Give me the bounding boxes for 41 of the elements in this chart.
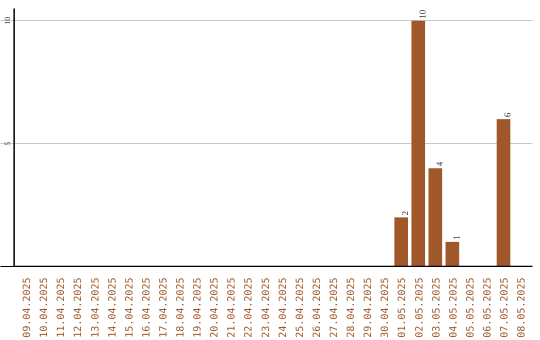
data-label: 1 xyxy=(451,235,462,240)
x-tick-label: 05.05.2025 xyxy=(465,277,476,338)
x-tick-label: 03.05.2025 xyxy=(431,277,442,338)
data-label: 2 xyxy=(400,210,410,216)
x-tick-label: 20.04.2025 xyxy=(210,277,221,338)
x-tick-label: 16.04.2025 xyxy=(141,277,152,338)
bar xyxy=(446,242,460,266)
x-tick-label: 11.04.2025 xyxy=(56,277,68,338)
x-tick-label: 21.04.2025 xyxy=(226,277,238,338)
y-tick-label: 5 xyxy=(3,142,12,146)
x-tick-label: 13.04.2025 xyxy=(90,277,102,338)
bar xyxy=(411,20,426,266)
x-tick-label: 09.04.2025 xyxy=(22,277,34,338)
x-tick-label: 22.04.2025 xyxy=(244,277,255,338)
x-tick-label: 17.04.2025 xyxy=(158,277,170,338)
x-tick-label: 18.04.2025 xyxy=(176,277,187,338)
x-tick-label: 28.04.2025 xyxy=(346,277,358,338)
x-tick-label: 12.04.2025 xyxy=(73,277,84,338)
x-tick-label: 19.04.2025 xyxy=(192,277,204,338)
bar xyxy=(394,217,408,266)
data-label: 10 xyxy=(417,9,428,19)
x-tick-label: 06.05.2025 xyxy=(482,277,494,338)
x-tick-label: 23.04.2025 xyxy=(260,277,272,338)
x-tick-label: 02.05.2025 xyxy=(414,277,426,338)
x-tick-label: 24.04.2025 xyxy=(278,277,289,338)
x-tick-label: 04.05.2025 xyxy=(448,277,460,338)
x-tick-label: 25.04.2025 xyxy=(294,277,306,338)
bar xyxy=(428,168,442,266)
x-tick-label: 30.04.2025 xyxy=(380,277,392,338)
x-tick-label: 08.05.2025 xyxy=(516,277,528,338)
x-tick-label: 29.04.2025 xyxy=(363,277,374,338)
x-tick-label: 07.05.2025 xyxy=(500,277,511,338)
x-tick-label: 14.04.2025 xyxy=(107,277,118,338)
x-tick-label: 10.04.2025 xyxy=(39,277,50,338)
x-tick-label: 01.05.2025 xyxy=(397,277,408,338)
data-label: 6 xyxy=(502,112,513,118)
x-tick-label: 15.04.2025 xyxy=(124,277,136,338)
data-label: 4 xyxy=(434,161,444,166)
x-tick-label: 26.04.2025 xyxy=(312,277,323,338)
bar xyxy=(496,119,510,266)
x-tick-label: 27.04.2025 xyxy=(329,277,340,338)
